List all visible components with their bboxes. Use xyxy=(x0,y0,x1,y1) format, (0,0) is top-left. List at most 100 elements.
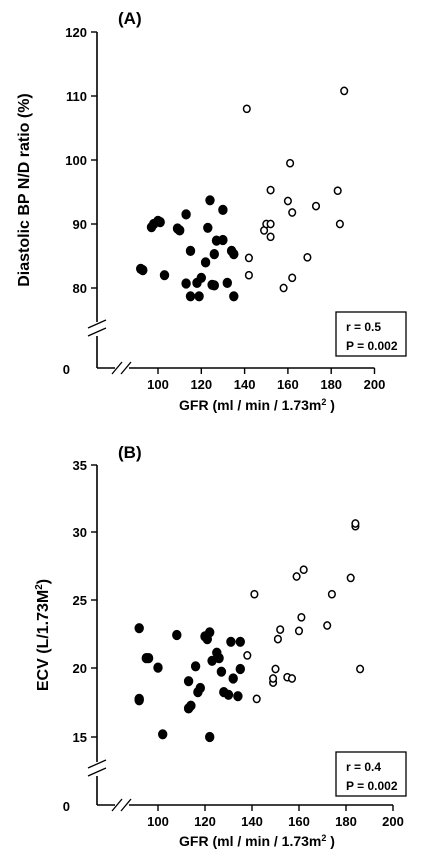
panel-b-x-tick-label: 200 xyxy=(382,814,404,829)
panel-b-open-point xyxy=(287,674,297,683)
panel-a-y-axis-title: Diastolic BP N/D ratio (%) xyxy=(16,93,33,287)
panel-b-filled-point xyxy=(190,661,201,672)
panel-b-x-tick-label: 180 xyxy=(335,814,357,829)
panel-b-zero-label: 0 xyxy=(63,799,70,814)
panel-b-open-point xyxy=(327,589,336,599)
panel-b-open-point xyxy=(292,572,301,581)
panel-b-open-point xyxy=(269,674,278,683)
panel-a-filled-point xyxy=(203,222,213,233)
panel-a-filled-point xyxy=(185,291,196,302)
panel-a-filled-point xyxy=(181,209,191,220)
panel-a-open-point xyxy=(242,104,251,114)
panel-a-ylabel: Diastolic BP N/D ratio (%) xyxy=(16,93,33,287)
panel-a-y-tick-label: 90 xyxy=(73,217,87,232)
panel-a-open-point xyxy=(335,219,344,229)
panel-a-open-point xyxy=(244,253,253,263)
panel-a-open-point xyxy=(333,186,342,196)
panel-a-open-point xyxy=(340,86,349,96)
panel-b-y-tick-label: 20 xyxy=(73,661,87,676)
panel-b-filled-point xyxy=(153,662,163,673)
panel-b-stat-r: r = 0.4 xyxy=(346,760,381,774)
panel-b-filled-point xyxy=(228,673,238,684)
panel-b-filled-point xyxy=(134,623,144,634)
panel-b-filled-point xyxy=(226,636,236,647)
panel-a-stats-frame xyxy=(335,311,407,357)
panel-a-x-tick-label: 120 xyxy=(190,377,212,392)
panel-a-y-tick-label: 100 xyxy=(65,153,87,168)
panel-a-points xyxy=(136,86,349,302)
panel-b-filled-point xyxy=(158,729,168,740)
panel-a-filled-point xyxy=(218,204,228,215)
panel-b-open-point xyxy=(243,651,252,660)
panel-b-open-point xyxy=(299,565,308,575)
panel-b-label: (B) xyxy=(118,443,142,462)
panel-b-ylabel: ECV (L/1.73M2) xyxy=(34,579,52,691)
panel-b-x-tick-label: 120 xyxy=(194,814,216,829)
panel-a-filled-point xyxy=(159,270,170,281)
panel-b-y-tick-label: 25 xyxy=(73,593,87,608)
panel-a-open-point xyxy=(279,283,288,293)
panel-b-open-point xyxy=(250,589,259,599)
panel-b-filled-point xyxy=(233,691,243,702)
panel-b-points xyxy=(134,519,365,743)
panel-a-open-point xyxy=(266,219,275,229)
panel-a-y-tick-label: 120 xyxy=(65,25,87,40)
panel-b-x-tick-label: 100 xyxy=(147,814,169,829)
panel-b-stats-box: r = 0.4 P = 0.002 xyxy=(335,751,407,797)
panel-a-stat-r: r = 0.5 xyxy=(346,320,381,334)
panel-a-y-tick-label: 110 xyxy=(66,89,87,104)
panel-a: (A) Diastolic BP N/D ratio (%) GFR (ml /… xyxy=(16,9,407,413)
panel-b-y-tick-label: 15 xyxy=(73,730,87,745)
panel-a-filled-point xyxy=(218,234,228,246)
panel-b-y-tick-label: 30 xyxy=(73,525,87,540)
panel-a-x-tick-label: 140 xyxy=(234,377,256,392)
panel-b-open-point xyxy=(297,612,306,622)
panel-a-open-point xyxy=(311,201,321,211)
panel-a-filled-point xyxy=(222,277,233,288)
panel-a-x-break-mark xyxy=(120,361,132,375)
panel-a-filled-point xyxy=(209,280,220,291)
panel-b-open-point xyxy=(252,694,261,704)
panel-a-filled-point xyxy=(175,225,185,236)
panel-a-axes: 80 90 100 110 120 0 100 120 140 160 180 200 xyxy=(63,25,386,392)
panel-a-open-point xyxy=(288,273,297,283)
panel-b-x-tick-label: 160 xyxy=(288,814,310,829)
panel-b-y-break-mark xyxy=(87,767,107,777)
panel-a-filled-point xyxy=(200,257,211,268)
panel-a-label: (A) xyxy=(118,9,142,28)
panel-a-filled-point xyxy=(229,249,239,260)
panel-a-x-tick-label: 100 xyxy=(147,377,169,392)
panel-b-filled-point xyxy=(214,653,224,664)
panel-b-filled-point xyxy=(143,653,154,664)
panel-b-filled-point xyxy=(205,731,215,743)
panel-a-filled-point xyxy=(194,291,204,302)
panel-b-open-point xyxy=(271,664,280,674)
panel-b-x-tick-label: 140 xyxy=(241,814,263,829)
panel-a-open-point xyxy=(303,252,312,262)
panel-b-y-tick-label: 35 xyxy=(73,458,87,473)
panel-b-open-point xyxy=(276,625,285,634)
panel-a-filled-point xyxy=(138,265,148,276)
panel-a-y-tick-label: 80 xyxy=(73,281,87,296)
panel-b-open-point xyxy=(346,573,355,583)
panel-a-filled-point xyxy=(209,249,220,260)
panel-b-filled-point xyxy=(235,663,246,675)
panel-a-filled-point xyxy=(205,195,215,206)
panel-b: (B) ECV (L/1.73M2) GFR (ml / min / 1.73m… xyxy=(34,443,407,849)
panel-b-filled-point xyxy=(216,666,227,677)
panel-b-open-point xyxy=(323,621,332,630)
panel-a-x-tick-label: 200 xyxy=(364,377,386,392)
panel-b-filled-point xyxy=(235,636,246,647)
panel-b-filled-point xyxy=(183,676,194,687)
panel-a-x-break-mark xyxy=(111,361,123,375)
panel-b-filled-point xyxy=(205,627,215,638)
panel-b-open-point xyxy=(273,634,282,644)
panel-b-stats-frame xyxy=(335,751,407,797)
panel-b-x-break-mark xyxy=(111,798,123,812)
panel-a-stats-box: r = 0.5 P = 0.002 xyxy=(335,311,407,357)
panel-a-open-point xyxy=(288,208,297,217)
panel-b-open-point xyxy=(351,519,360,528)
panel-a-filled-point xyxy=(196,272,207,283)
panel-b-y-break-mark xyxy=(87,759,107,769)
